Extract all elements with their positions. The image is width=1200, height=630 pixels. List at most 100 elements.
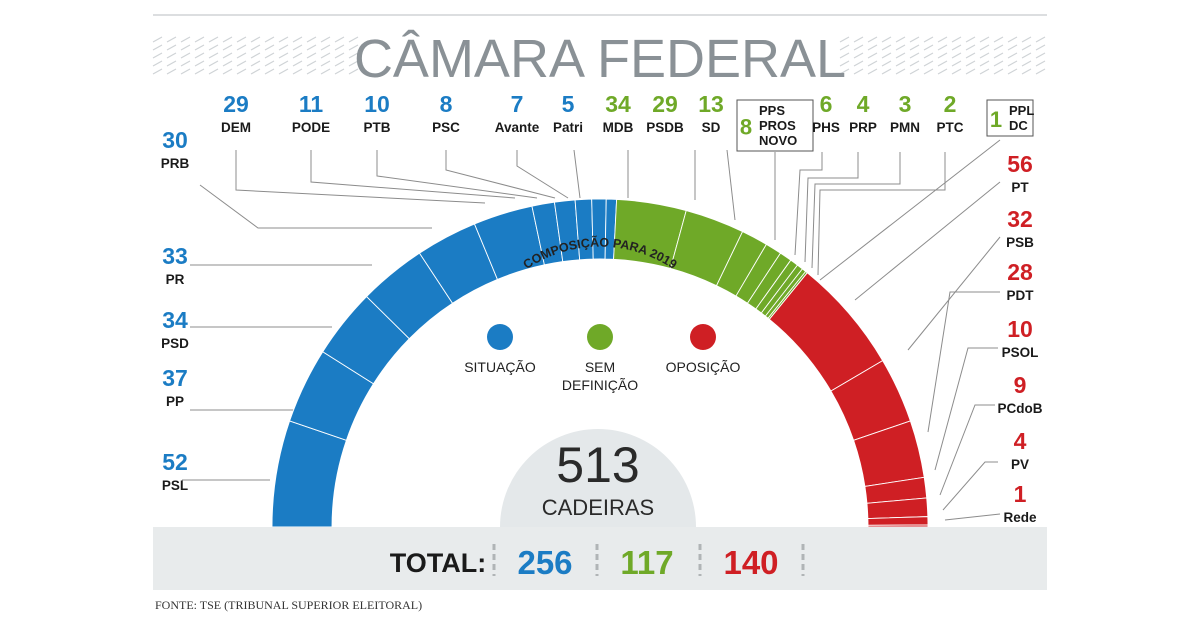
leader-pdt: [927, 291, 1000, 433]
party-name-pp: PP: [166, 394, 184, 409]
party-name-ptb: PTB: [364, 120, 391, 135]
legend-dot-sem-definicao: [587, 324, 613, 350]
party-name-pdt: PDT: [1007, 288, 1035, 303]
party-seats-ptb: 10: [364, 91, 390, 117]
party-name-pps-pros-novo-1: PROS: [759, 118, 796, 133]
arc-segment-avante: [591, 198, 607, 260]
party-seats-pps-pros-novo: 8: [740, 115, 752, 140]
party-seats-psc: 8: [440, 91, 453, 117]
party-name-psb: PSB: [1006, 235, 1034, 250]
party-name-prb: PRB: [161, 156, 190, 171]
party-name-ppl-dc-0: PPL: [1009, 103, 1034, 118]
party-seats-pp: 37: [162, 365, 188, 391]
party-seats-prb: 30: [162, 127, 188, 153]
party-seats-ppl-dc: 1: [990, 107, 1002, 132]
totals-label: TOTAL:: [390, 548, 486, 578]
party-name-patri: Patri: [553, 120, 583, 135]
party-seats-psd: 34: [162, 307, 188, 333]
party-name-avante: Avante: [495, 120, 540, 135]
party-seats-phs: 6: [820, 91, 833, 117]
party-name-phs: PHS: [812, 120, 840, 135]
party-seats-dem: 29: [223, 91, 249, 117]
legend-label-sem-definicao-2: DEFINIÇÃO: [562, 377, 638, 393]
party-seats-mdb: 34: [605, 91, 631, 117]
party-name-pcdob: PCdoB: [998, 401, 1043, 416]
party-name-pode: PODE: [292, 120, 330, 135]
leader-pt: [854, 181, 1001, 301]
party-seats-pv: 4: [1014, 428, 1027, 454]
legend-label-situacao: SITUAÇÃO: [464, 359, 536, 375]
party-name-sd: SD: [702, 120, 721, 135]
legend-dot-oposicao: [690, 324, 716, 350]
party-name-prp: PRP: [849, 120, 877, 135]
party-name-rede: Rede: [1003, 510, 1037, 525]
leader-prb: [199, 184, 432, 229]
leader-psb: [907, 236, 1001, 351]
leader-patri: [573, 149, 581, 199]
party-seats-avante: 7: [511, 91, 524, 117]
leader-ptb: [376, 150, 538, 199]
party-name-ppl-dc-1: DC: [1009, 118, 1028, 133]
party-box-ppl-dc: [986, 99, 1034, 137]
party-box-pps-pros-novo: [736, 99, 814, 152]
total-seats-label: CADEIRAS: [542, 495, 654, 520]
leader-ptc: [817, 152, 946, 276]
total-seats-dome: [500, 429, 696, 527]
party-name-pt: PT: [1011, 180, 1029, 195]
leader-pode: [310, 150, 516, 199]
party-seats-pcdob: 9: [1014, 372, 1027, 398]
party-seats-ptc: 2: [944, 91, 957, 117]
parliament-arc: [271, 198, 929, 528]
legend-label-sem-definicao-1: SEM: [585, 359, 615, 375]
leader-sd: [726, 149, 736, 221]
leader-avante: [516, 150, 569, 199]
source-note: FONTE: TSE (TRIBUNAL SUPERIOR ELEITORAL): [155, 598, 422, 612]
party-seats-prp: 4: [857, 91, 870, 117]
party-name-psl: PSL: [162, 478, 188, 493]
party-name-pps-pros-novo-0: PPS: [759, 103, 785, 118]
leader-lines: [182, 139, 1001, 521]
party-name-dem: DEM: [221, 120, 251, 135]
party-seats-sd: 13: [698, 91, 724, 117]
party-seats-rede: 1: [1014, 481, 1027, 507]
title-hatch-right: [839, 36, 1046, 75]
party-seats-pdt: 28: [1007, 259, 1033, 285]
leader-prp: [804, 152, 859, 263]
party-seats-psol: 10: [1007, 316, 1033, 342]
party-seats-pode: 11: [299, 91, 324, 117]
party-name-pmn: PMN: [890, 120, 920, 135]
leader-pcdob: [939, 404, 995, 496]
leader-pmn: [811, 152, 901, 269]
legend: SITUAÇÃO SEM DEFINIÇÃO OPOSIÇÃO: [464, 324, 740, 393]
legend-dot-situacao: [487, 324, 513, 350]
party-seats-patri: 5: [562, 91, 575, 117]
totals-band: [153, 527, 1047, 590]
party-labels: 52PSL37PP34PSD33PR30PRB29DEM11PODE10PTB8…: [161, 91, 1043, 525]
party-name-psol: PSOL: [1002, 345, 1039, 360]
party-seats-psdb: 29: [652, 91, 678, 117]
leader-psc: [445, 150, 556, 199]
legend-label-oposicao: OPOSIÇÃO: [666, 359, 741, 375]
totals-situacao: 256: [517, 544, 572, 581]
leader-psol: [934, 347, 998, 471]
party-name-pv: PV: [1011, 457, 1029, 472]
leader-rede: [944, 513, 1001, 521]
party-seats-pt: 56: [1007, 151, 1033, 177]
party-name-ptc: PTC: [937, 120, 964, 135]
totals-sem-definicao: 117: [620, 544, 673, 581]
leader-pv: [942, 461, 998, 511]
total-seats-number: 513: [556, 437, 639, 493]
leader-phs: [794, 152, 823, 256]
party-seats-psl: 52: [162, 449, 188, 475]
party-name-mdb: MDB: [603, 120, 634, 135]
party-seats-pr: 33: [162, 243, 188, 269]
party-name-psc: PSC: [432, 120, 460, 135]
title-hatch-left: [152, 36, 359, 75]
arc-segment-pv: [867, 516, 929, 526]
party-name-psdb: PSDB: [646, 120, 684, 135]
page-title: CÂMARA FEDERAL: [354, 29, 846, 89]
leader-dem: [235, 150, 486, 204]
arc-segment-rede: [867, 524, 929, 528]
party-name-psd: PSD: [161, 336, 189, 351]
